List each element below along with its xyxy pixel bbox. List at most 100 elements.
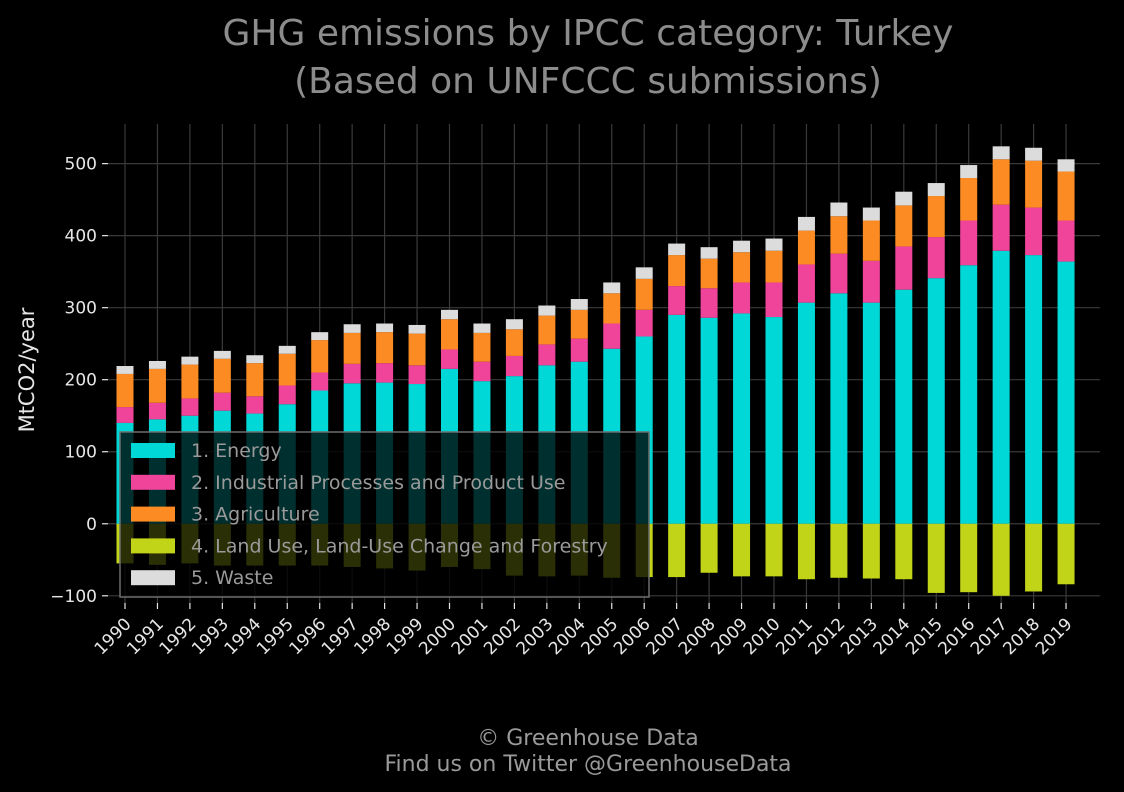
legend-label-4: 4. Land Use, Land-Use Change and Forestr… xyxy=(191,535,608,557)
bar-segment-3-2005 xyxy=(603,293,621,324)
bar-segment-2-2004 xyxy=(570,338,588,362)
bar-segment-2-2015 xyxy=(927,237,945,279)
bar-segment-5-2014 xyxy=(895,191,913,206)
bar-segment-1-2010 xyxy=(765,317,783,524)
bar-segment-2-2010 xyxy=(765,282,783,318)
bar-segment-2-2005 xyxy=(603,323,621,349)
bar-segment-5-2006 xyxy=(635,267,653,279)
bar-segment-1-2017 xyxy=(992,250,1010,524)
bar-segment-1-2015 xyxy=(927,278,945,524)
bar-segment-1-2013 xyxy=(862,302,880,524)
bar-segment-5-2015 xyxy=(927,183,945,197)
bar-segment-3-1993 xyxy=(213,358,231,393)
bar-segment-2-1999 xyxy=(408,365,426,385)
bar-segment-5-1999 xyxy=(408,324,426,334)
bar-segment-5-2010 xyxy=(765,238,783,251)
y-tick-label: 0 xyxy=(86,515,97,535)
bar-segment-5-2018 xyxy=(1025,147,1043,161)
bar-segment-5-2004 xyxy=(570,299,588,310)
legend-swatch-5 xyxy=(131,570,175,586)
bar-segment-5-2019 xyxy=(1057,159,1075,172)
legend-swatch-4 xyxy=(131,538,175,554)
bar-segment-3-1997 xyxy=(343,332,361,364)
bar-segment-2-2016 xyxy=(960,220,978,266)
bar-segment-3-1992 xyxy=(181,364,199,399)
bar-segment-3-1996 xyxy=(311,340,329,373)
bar-segment-5-2011 xyxy=(797,216,815,231)
bar-segment-2-2014 xyxy=(895,246,913,290)
bar-segment-5-1991 xyxy=(148,360,166,369)
bar-segment-3-2006 xyxy=(635,278,653,310)
bar-segment-1-2009 xyxy=(733,313,751,524)
legend: 1. Energy 2. Industrial Processes and Pro… xyxy=(119,431,650,598)
bar-segment-2-1992 xyxy=(181,398,199,416)
bar-segment-2-1993 xyxy=(213,392,231,411)
bar-segment-3-2002 xyxy=(505,329,523,356)
legend-label-5: 5. Waste xyxy=(191,567,273,589)
bar-segment-3-2014 xyxy=(895,205,913,247)
bar-segment-3-1990 xyxy=(116,373,134,408)
bar-segment-2-2012 xyxy=(830,253,848,294)
bar-segment-3-1991 xyxy=(148,368,166,403)
bar-segment-3-2016 xyxy=(960,178,978,221)
legend-swatch-2 xyxy=(131,474,175,490)
bar-segment-4-2016 xyxy=(960,523,978,593)
bar-segment-5-2016 xyxy=(960,165,978,179)
bar-segment-2-1994 xyxy=(246,396,264,414)
legend-label-1: 1. Energy xyxy=(191,440,282,462)
bar-segment-3-2012 xyxy=(830,216,848,254)
bar-segment-5-2007 xyxy=(668,243,686,256)
bar-segment-3-2008 xyxy=(700,258,718,289)
bar-segment-5-1990 xyxy=(116,366,134,374)
bar-segment-5-2003 xyxy=(538,305,556,316)
bar-segment-2-2011 xyxy=(797,264,815,303)
bar-segment-2-1996 xyxy=(311,372,329,391)
bar-segment-3-1998 xyxy=(376,332,394,364)
y-tick-label: 500 xyxy=(65,155,97,175)
bar-segment-3-1995 xyxy=(278,353,296,386)
bar-segment-2-1995 xyxy=(278,385,296,405)
bar-segment-4-2010 xyxy=(765,523,783,577)
bar-segment-2-1990 xyxy=(116,407,134,423)
bar-segment-2-2013 xyxy=(862,260,880,303)
y-tick-label: 100 xyxy=(65,443,97,463)
bar-segment-2-2009 xyxy=(733,282,751,314)
bar-segment-5-2008 xyxy=(700,247,718,259)
bar-segment-1-2019 xyxy=(1057,261,1075,524)
bar-segment-4-2017 xyxy=(992,523,1010,596)
chart-title-line-2: (Based on UNFCCC submissions) xyxy=(294,61,882,102)
bar-segment-1-2008 xyxy=(700,317,718,524)
bar-segment-3-2001 xyxy=(473,332,491,362)
bar-segment-4-2013 xyxy=(862,523,880,579)
bar-segment-5-2001 xyxy=(473,323,491,333)
bar-segment-3-2009 xyxy=(733,252,751,283)
bar-segment-2-2000 xyxy=(441,349,458,369)
bar-segment-3-2000 xyxy=(441,319,458,350)
bar-segment-5-2000 xyxy=(441,309,458,320)
bar-segment-5-1997 xyxy=(343,324,361,333)
bar-segment-4-2007 xyxy=(668,523,686,578)
bar-segment-3-1994 xyxy=(246,363,264,397)
legend-box xyxy=(119,431,650,598)
credit-line-2: Find us on Twitter @GreenhouseData xyxy=(384,752,791,777)
chart-title-line-1: GHG emissions by IPCC category: Turkey xyxy=(223,13,954,54)
bar-segment-2-2003 xyxy=(538,344,556,366)
bar-segment-2-2002 xyxy=(505,355,523,377)
bar-segment-4-2009 xyxy=(733,523,751,577)
bar-segment-5-1992 xyxy=(181,356,199,365)
bar-segment-3-2013 xyxy=(862,220,880,261)
bar-segment-1-2014 xyxy=(895,289,913,524)
bar-segment-2-2006 xyxy=(635,309,653,337)
credit-line-1: © Greenhouse Data xyxy=(477,726,698,751)
bar-segment-4-2012 xyxy=(830,523,848,578)
bar-segment-1-2018 xyxy=(1025,255,1043,524)
legend-swatch-3 xyxy=(131,506,175,522)
bar-segment-2-1991 xyxy=(148,402,166,420)
bar-segment-5-2013 xyxy=(862,207,880,221)
legend-label-2: 2. Industrial Processes and Product Use xyxy=(191,472,565,494)
bar-segment-3-2010 xyxy=(765,250,783,283)
bar-segment-4-2019 xyxy=(1057,523,1075,585)
bar-segment-2-2018 xyxy=(1025,207,1043,256)
bar-segment-2-2001 xyxy=(473,361,491,382)
